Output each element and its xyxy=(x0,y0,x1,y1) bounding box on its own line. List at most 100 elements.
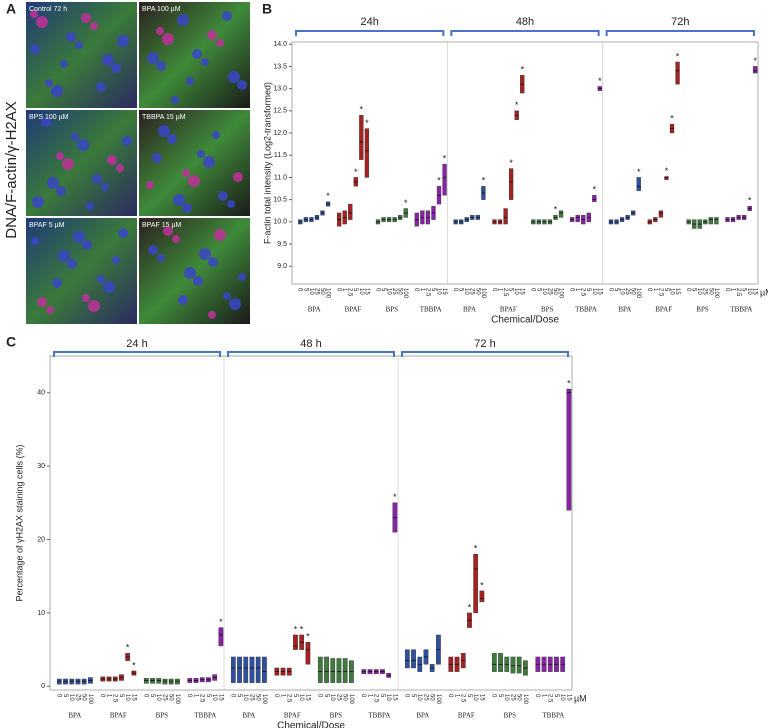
dose-label: 10 xyxy=(386,288,392,295)
box xyxy=(575,214,580,223)
dose-label: 10 xyxy=(472,694,478,701)
dose-label: 10 xyxy=(746,288,752,295)
nucleus xyxy=(147,52,159,64)
nucleus xyxy=(56,152,64,160)
chemical-label: BPA xyxy=(308,306,321,314)
nucleus xyxy=(96,82,106,92)
dose-label: 100 xyxy=(348,694,354,705)
nucleus xyxy=(227,200,235,208)
dose-label: 5 xyxy=(205,694,211,698)
significance-mark: * xyxy=(509,158,513,168)
nucleus xyxy=(207,30,217,40)
dose-label: 0 xyxy=(297,288,303,292)
dose-label: 0 xyxy=(491,694,497,698)
dose-label: 10 xyxy=(68,694,74,701)
dose-label: 10 xyxy=(298,694,304,701)
image-label: BPA 100 µM xyxy=(142,6,181,13)
panel-letter: C xyxy=(6,334,16,350)
box xyxy=(342,658,348,683)
dose-label: 50 xyxy=(81,694,87,701)
unit-label: µM xyxy=(760,287,768,297)
significance-mark: * xyxy=(665,166,669,176)
box xyxy=(262,656,267,683)
chemical-label: TBBPA xyxy=(575,306,597,314)
dose-label: 2.5 xyxy=(580,288,586,297)
dose-label: 25 xyxy=(74,694,80,701)
x-axis-label: Chemical/Dose xyxy=(491,315,559,326)
dose-label: 15 xyxy=(441,288,447,295)
nucleus xyxy=(157,254,165,262)
time-label: 72h xyxy=(671,16,689,28)
box xyxy=(255,656,261,683)
image-label: BPAF 15 µM xyxy=(142,222,181,229)
nucleus xyxy=(173,194,185,206)
nucleus xyxy=(41,117,51,127)
nucleus xyxy=(208,257,218,267)
dose-label: 100 xyxy=(324,288,330,299)
nucleus xyxy=(81,13,91,23)
nucleus xyxy=(117,35,129,47)
dose-label: 10 xyxy=(358,288,364,295)
dose-label: 5 xyxy=(118,694,124,698)
nucleus xyxy=(223,292,231,300)
dose-label: 5 xyxy=(302,288,308,292)
nucleus xyxy=(238,273,246,281)
dose-label: 10 xyxy=(124,694,130,701)
y-tick-label: 12.5 xyxy=(273,108,287,115)
y-tick-label: 10.0 xyxy=(273,219,287,226)
significance-mark: * xyxy=(437,176,441,186)
box xyxy=(305,642,311,665)
significance-mark: * xyxy=(300,624,304,634)
time-label: 24h xyxy=(360,16,378,28)
dose-label: 1 xyxy=(279,694,285,698)
nucleus xyxy=(92,174,102,184)
dose-label: 5 xyxy=(535,288,541,292)
significance-mark: * xyxy=(515,100,519,110)
y-axis-label: F-actin total intensity (Log2-transforme… xyxy=(262,82,272,244)
x-axis-label: Chemical/Dose xyxy=(277,721,345,728)
nucleus xyxy=(31,237,39,245)
dose-label: 10 xyxy=(619,288,625,295)
nucleus xyxy=(67,259,77,269)
nucleus xyxy=(107,155,117,165)
significance-mark: * xyxy=(468,602,472,612)
dose-label: 0 xyxy=(230,694,236,698)
dose-label: 0 xyxy=(336,288,342,292)
box xyxy=(516,656,522,674)
dose-label: 2.5 xyxy=(347,288,353,297)
box xyxy=(592,194,597,203)
box xyxy=(636,177,641,191)
plot-frame xyxy=(49,355,573,691)
nucleus xyxy=(152,153,162,163)
significance-mark: * xyxy=(593,185,597,195)
dose-label: 10 xyxy=(155,694,161,701)
dose-label: 0 xyxy=(56,694,62,698)
dose-label: 15 xyxy=(363,288,369,295)
dose-label: 10 xyxy=(503,694,509,701)
dose-label: 25 xyxy=(546,288,552,295)
nucleus xyxy=(163,226,173,236)
significance-mark: * xyxy=(354,167,358,177)
dose-label: 50 xyxy=(552,288,558,295)
nucleus xyxy=(162,33,174,45)
dose-label: 5 xyxy=(585,288,591,292)
dose-label: 5 xyxy=(62,694,68,698)
nucleus xyxy=(167,134,177,144)
image-label: BPS 100 µM xyxy=(29,114,69,121)
significance-mark: * xyxy=(132,660,136,670)
nucleus xyxy=(214,229,226,241)
box xyxy=(708,217,713,225)
significance-mark: * xyxy=(676,51,680,61)
chemical-label: BPAF xyxy=(284,712,301,720)
dose-label: 0 xyxy=(186,694,192,698)
chemical-label: BPS xyxy=(504,712,517,720)
box xyxy=(479,590,485,603)
box xyxy=(510,656,516,674)
dose-label: 5 xyxy=(508,288,514,292)
dose-label: 25 xyxy=(335,694,341,701)
nucleus xyxy=(97,275,105,283)
nucleus xyxy=(122,136,132,146)
nucleus xyxy=(66,32,76,42)
dose-label: 2.5 xyxy=(502,288,508,297)
y-axis-label: Percentage of γH2AX staining cells (%) xyxy=(14,444,24,601)
